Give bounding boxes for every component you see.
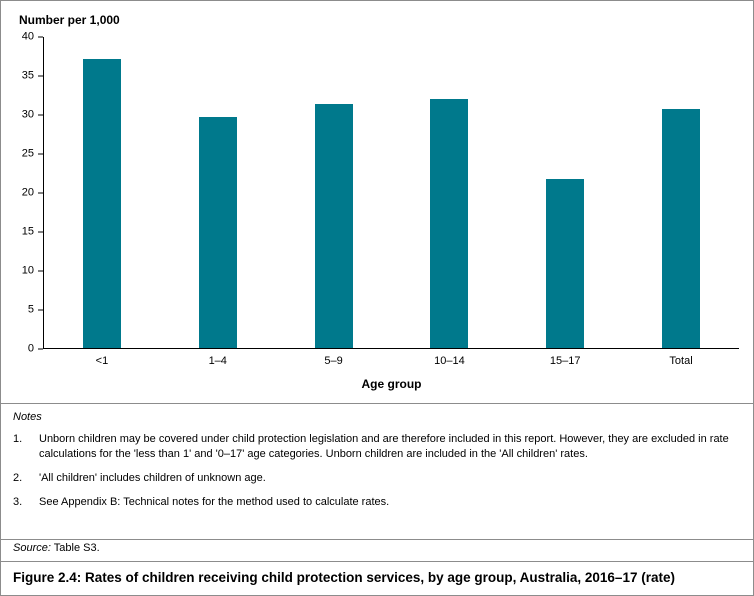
bar-slot [160, 37, 276, 348]
y-tick-mark [38, 153, 43, 155]
notes-heading: Notes [13, 411, 42, 423]
y-tick-label: 15 [21, 225, 34, 238]
divider-notes [1, 403, 753, 404]
y-tick-mark [38, 231, 43, 233]
bar-slot [507, 37, 623, 348]
y-tick-label: 40 [21, 30, 34, 43]
note-number: 2. [13, 471, 23, 484]
x-tick-label: <1 [95, 355, 109, 367]
divider-source [1, 538, 753, 540]
y-tick-mark [38, 309, 43, 311]
bar-1–4 [198, 117, 237, 348]
y-tick-label: 10 [21, 264, 34, 277]
x-tick-label: 5–9 [324, 355, 343, 367]
note-text: 'All children' includes children of unkn… [39, 471, 266, 484]
y-tick-label: 20 [21, 186, 34, 199]
note-item: 3. See Appendix B: Technical notes for t… [13, 495, 741, 510]
source-label: Source: [13, 541, 51, 554]
y-tick-mark [38, 348, 43, 350]
note-number: 1. [13, 433, 23, 445]
y-tick-mark [38, 114, 43, 116]
y-tick-label: 30 [21, 108, 34, 121]
y-tick-mark [38, 36, 43, 38]
note-item: 1. Unborn children may be covered under … [13, 432, 741, 462]
x-axis-labels: <1 1–4 5–9 10–14 15–17 Total [44, 349, 739, 367]
bar-slot [276, 37, 392, 348]
source-text: Table S3. [53, 541, 100, 554]
bar-5–9 [314, 103, 353, 348]
bar-10–14 [430, 99, 469, 348]
note-item: 2. 'All children' includes children of u… [13, 471, 741, 486]
y-tick-mark [38, 75, 43, 77]
x-tick-label: Total [669, 355, 693, 367]
y-tick-label: 0 [27, 342, 34, 355]
y-tick-label: 5 [27, 303, 34, 316]
bar-15–17 [546, 178, 585, 348]
bar-slot [623, 37, 739, 348]
notes-section: Notes 1. Unborn children may be covered … [1, 404, 753, 539]
x-tick-label: 1–4 [208, 355, 227, 367]
plot-row: 0 5 10 15 20 25 30 35 40 [11, 31, 739, 354]
x-tick-label: 15–17 [549, 355, 581, 367]
y-axis-title: Number per 1,000 [19, 13, 120, 27]
bar-Total [662, 108, 701, 348]
bar-slot [44, 37, 160, 348]
divider-caption [1, 560, 753, 562]
source-line: Source: Table S3. [1, 540, 753, 561]
y-axis: 0 5 10 15 20 25 30 35 40 [11, 31, 43, 354]
figure-caption: Figure 2.4: Rates of children receiving … [13, 569, 675, 585]
note-text: Unborn children may be covered under chi… [39, 433, 729, 460]
y-tick-label: 25 [21, 147, 34, 160]
chart: Number per 1,000 0 5 10 15 20 25 30 35 40 <1 1–4 5… [1, 1, 753, 403]
y-tick-mark [38, 192, 43, 194]
bar-slot [391, 37, 507, 348]
y-tick-label: 35 [21, 69, 34, 82]
plot-area [43, 37, 739, 349]
x-tick-label: 10–14 [434, 355, 465, 367]
x-axis-title: Age group [361, 377, 422, 391]
bar-<1 [82, 58, 121, 348]
note-text: See Appendix B: Technical notes for the … [39, 495, 390, 508]
note-number: 3. [13, 495, 23, 508]
y-tick-mark [38, 270, 43, 272]
